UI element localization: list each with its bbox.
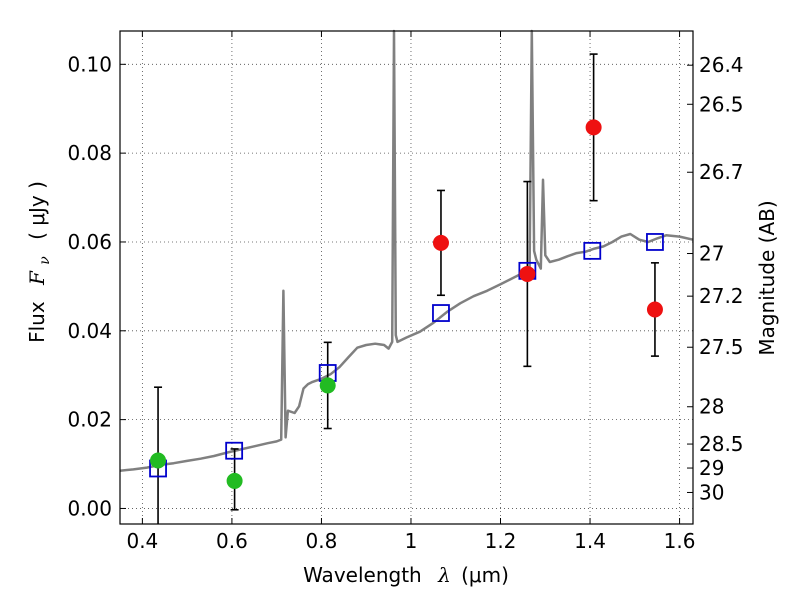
grid-lines xyxy=(120,31,693,524)
x-tick-label: 1.6 xyxy=(664,529,696,553)
x-axis-label: Wavelength λ (μm) xyxy=(303,563,509,587)
x-axis-label-text: Wavelength xyxy=(303,563,422,587)
green-data-point xyxy=(319,377,336,394)
x-tick-label: 0.4 xyxy=(126,529,158,553)
x-tick-label: 1 xyxy=(405,529,418,553)
red-data-point xyxy=(519,265,536,282)
x-axis-label-symbol: λ xyxy=(437,563,451,587)
y-axis-label-unit: ( μJy ) xyxy=(25,181,49,240)
y-axis-label-subscript: ν xyxy=(37,256,53,265)
y-tick-label: 0.00 xyxy=(67,496,112,520)
x-tick-label: 1.4 xyxy=(574,529,606,553)
right-axis-label: Magnitude (AB) xyxy=(755,200,779,355)
red-data-point xyxy=(432,234,449,251)
model-photometry-layer xyxy=(149,233,664,478)
red-data-point xyxy=(585,119,602,136)
right-tick-label: 28 xyxy=(699,395,724,419)
right-tick-label: 28.5 xyxy=(699,432,744,456)
right-tick-label: 27 xyxy=(699,242,724,266)
y-axis-label-text: Flux xyxy=(25,301,49,343)
model-spectrum-line xyxy=(119,29,694,472)
right-tick-label: 26.4 xyxy=(699,53,744,77)
error-bars-layer xyxy=(154,53,659,524)
green-data-point xyxy=(150,452,167,469)
y-tick-label: 0.02 xyxy=(67,408,112,432)
model-photometry-square xyxy=(583,241,602,260)
model-photometry-square xyxy=(432,304,450,322)
x-tick-label: 0.8 xyxy=(306,529,338,553)
right-tick-label: 26.5 xyxy=(699,92,744,116)
model-photometry-square xyxy=(646,233,664,251)
green-data-point xyxy=(226,472,243,489)
x-tick-label: 1.2 xyxy=(485,529,517,553)
plot-frame xyxy=(119,30,694,525)
y-tick-label: 0.04 xyxy=(67,319,112,343)
observed-photometry-layer xyxy=(150,119,663,489)
y-tick-label: 0.08 xyxy=(67,141,112,165)
right-tick-label: 29 xyxy=(699,456,724,480)
y-tick-label: 0.10 xyxy=(67,52,112,76)
y-axis-label: Flux F ν ( μJy ) xyxy=(25,181,54,343)
right-tick-label: 27.5 xyxy=(699,335,744,359)
right-tick-label: 26.7 xyxy=(699,160,744,184)
y-axis-label-symbol: F xyxy=(25,270,49,286)
model-spectrum-layer xyxy=(119,29,694,472)
x-tick-label: 0.6 xyxy=(216,529,248,553)
model-photometry-square xyxy=(225,441,244,460)
ticks-layer: 0.4 0.6 0.8 1 1.2 1.4 1.6 0.00 0.02 0.04 0.06 0.08 0… xyxy=(67,31,744,553)
x-axis-label-unit: (μm) xyxy=(461,563,509,587)
axes-frame xyxy=(119,30,694,525)
red-data-point xyxy=(646,301,663,318)
y-tick-label: 0.06 xyxy=(67,230,112,254)
right-tick-label: 30 xyxy=(699,480,724,504)
right-tick-label: 27.2 xyxy=(699,284,744,308)
